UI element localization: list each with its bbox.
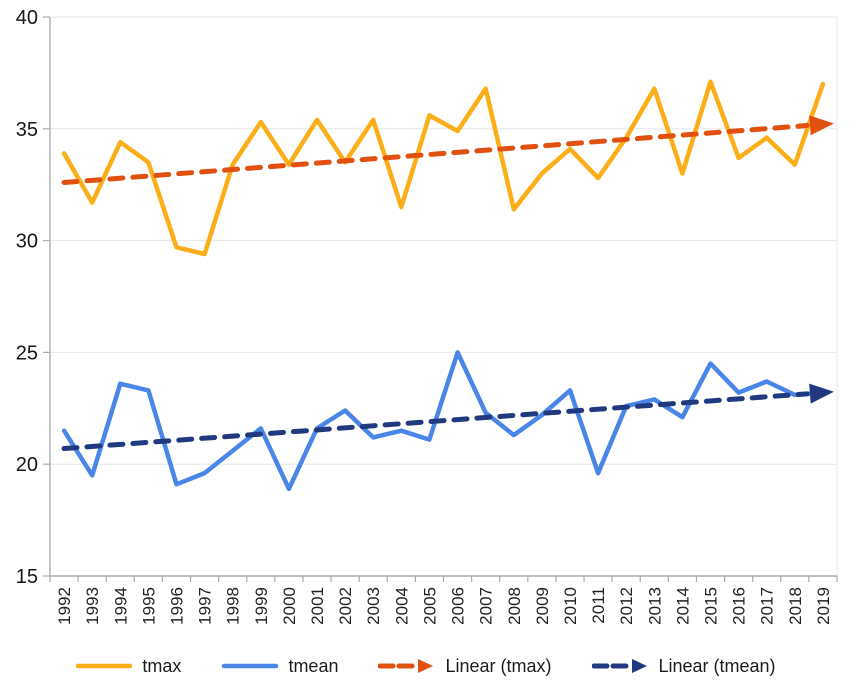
x-axis-label-2009: 2009 <box>533 587 552 625</box>
y-axis-label-15: 15 <box>16 566 38 588</box>
x-axis-label-2015: 2015 <box>702 587 721 625</box>
x-axis-label-2011: 2011 <box>589 587 608 624</box>
x-axis-label-2013: 2013 <box>645 587 664 625</box>
y-axis-label-20: 20 <box>16 454 38 476</box>
tmean-line <box>61 350 826 492</box>
legend-swatch-icon <box>378 659 434 673</box>
x-axis-label-2008: 2008 <box>505 587 524 625</box>
x-axis-label-2014: 2014 <box>673 587 692 625</box>
x-axis-label-1994: 1994 <box>111 587 130 625</box>
legend-swatch-icon <box>222 663 279 669</box>
x-axis-label-2010: 2010 <box>561 587 580 625</box>
trend-arrowhead-icon <box>809 115 834 136</box>
legend-label: Linear (tmax) <box>445 655 552 676</box>
linear--tmax--trendline <box>61 123 810 185</box>
x-axis-label-2004: 2004 <box>392 587 411 625</box>
x-axis-label-1992: 1992 <box>55 587 74 625</box>
chart-legend: tmax tmean Linear (tmax) Linear (tmean) <box>0 646 851 686</box>
y-axis-label-30: 30 <box>16 231 38 253</box>
x-axis-label-2016: 2016 <box>730 587 749 625</box>
legend-item-tmax: tmax <box>75 656 181 677</box>
x-axis-label-2007: 2007 <box>477 587 496 625</box>
y-axis-label-40: 40 <box>16 7 38 29</box>
trend-arrowhead-icon <box>809 383 834 404</box>
x-axis-label-1998: 1998 <box>224 587 243 625</box>
x-axis-label-1999: 1999 <box>252 587 271 625</box>
legend-label: Linear (tmean) <box>658 655 776 676</box>
y-axis-label-25: 25 <box>16 342 38 364</box>
x-axis-label-2001: 2001 <box>308 587 327 625</box>
tmax-line <box>61 79 826 257</box>
x-axis-label-1996: 1996 <box>167 587 186 625</box>
x-axis-label-2018: 2018 <box>786 587 805 625</box>
legend-swatch-icon <box>591 659 647 673</box>
legend-label: tmax <box>142 655 182 676</box>
x-axis-label-2003: 2003 <box>364 587 383 625</box>
x-axis-label-2019: 2019 <box>814 587 833 625</box>
x-axis-label-2006: 2006 <box>449 587 468 625</box>
legend-item-linear--tmax-: Linear (tmax) <box>378 655 552 677</box>
x-axis-label-2000: 2000 <box>280 587 299 625</box>
x-axis-label-1993: 1993 <box>83 587 102 625</box>
x-axis-label-2017: 2017 <box>758 587 777 625</box>
x-axis-label-1995: 1995 <box>139 587 158 625</box>
x-axis-label-1997: 1997 <box>196 587 215 625</box>
x-axis-label-2005: 2005 <box>420 587 439 625</box>
legend-item-tmean: tmean <box>221 656 338 677</box>
legend-label: tmean <box>288 655 339 676</box>
x-axis-label-2002: 2002 <box>336 587 355 625</box>
legend-item-linear--tmean-: Linear (tmean) <box>591 655 776 677</box>
linear--tmean--trendline <box>61 391 810 452</box>
x-axis-label-2012: 2012 <box>617 587 636 625</box>
legend-swatch-icon <box>76 663 133 669</box>
y-axis-label-35: 35 <box>16 119 38 141</box>
